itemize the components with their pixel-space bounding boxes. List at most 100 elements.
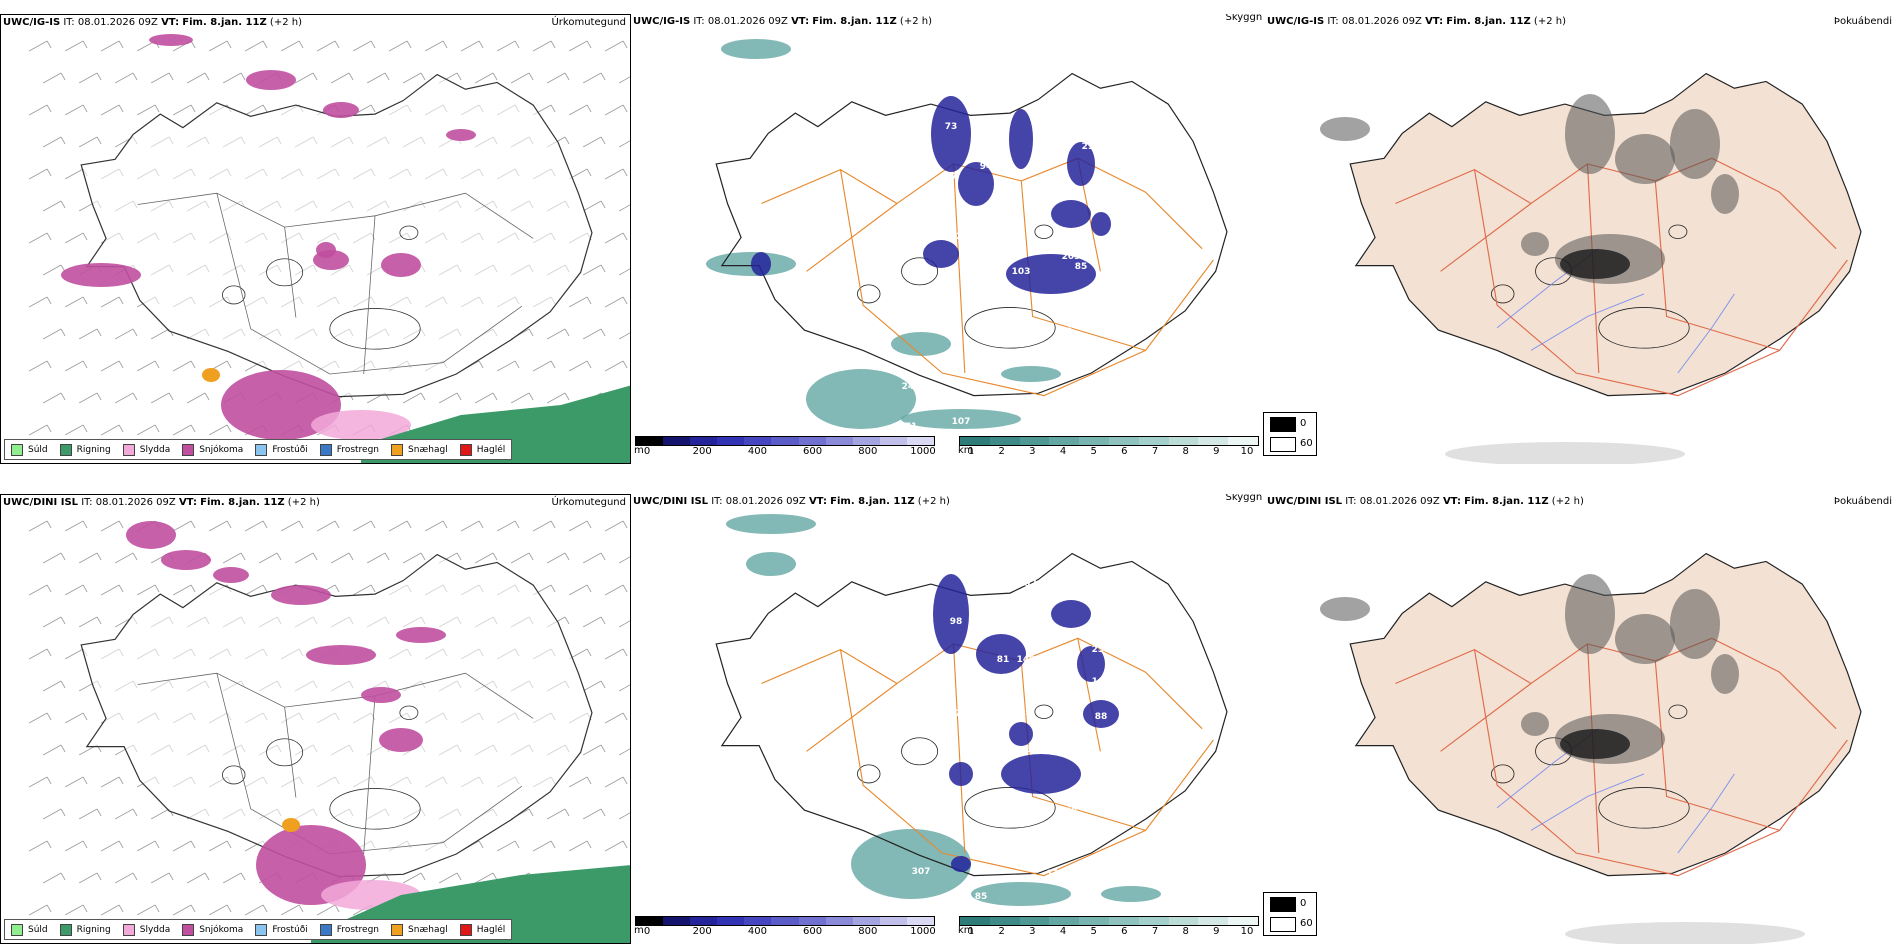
- colorbar-tick-label: 1: [967, 926, 975, 937]
- legend-item: Haglél: [459, 923, 505, 936]
- colorbar-step: [879, 437, 907, 445]
- legend-item: Haglél: [459, 443, 506, 456]
- visibility-value-label: 73: [945, 122, 958, 132]
- vt-value: Fim. 8.jan. 11Z: [1464, 496, 1549, 507]
- it-value: 08.01.2026 09Z: [95, 497, 176, 508]
- visibility-value-label: 123: [982, 237, 1001, 247]
- visibility-panel-2: UWC/DINI ISL IT: 08.01.2026 09Z VT: Fim.…: [631, 494, 1263, 944]
- legend-label: Rigning: [76, 924, 111, 935]
- colorbar-ticks: 0 200 400 600 800 1000: [635, 926, 936, 938]
- lead-time: (+2 h): [899, 16, 932, 27]
- visibility-value-label: 231: [1092, 645, 1111, 655]
- model-name: UWC/IG-IS: [3, 17, 61, 28]
- colorbar-step: [1049, 917, 1080, 925]
- colorbar-step: [690, 917, 718, 925]
- vt-value: Fim. 8.jan. 11Z: [182, 17, 267, 28]
- vt-value: Fim. 8.jan. 11Z: [830, 496, 915, 507]
- legend-swatch: [391, 443, 404, 456]
- cloud-legend-1: 0 60: [1263, 412, 1317, 456]
- colorbar-step: [1108, 437, 1139, 445]
- legend-item: Slydda: [122, 443, 170, 456]
- legend-item: Snæhagl: [391, 923, 448, 936]
- precip-legend: Súld Rigning Slydda Snjókoma Frostúði Frostre…: [4, 919, 513, 940]
- panel-header: UWC/IG-IS IT: 08.01.2026 09Z VT: Fim. 8.…: [3, 17, 302, 28]
- colorbar-unit: m: [634, 445, 644, 456]
- fog-map: [1320, 72, 1862, 464]
- colorbar-step: [717, 917, 745, 925]
- colorbar-tick-label: 800: [858, 446, 878, 457]
- colorbar-tick-label: 200: [692, 446, 712, 457]
- panel-header: UWC/IG-IS IT: 08.01.2026 09Z VT: Fim. 8.…: [633, 16, 932, 27]
- panel-title: Skyggni: [1225, 494, 1263, 503]
- legend-label: Snjókoma: [199, 924, 244, 935]
- colorbar-step: [825, 437, 853, 445]
- colorbar-tick-label: 3: [1029, 446, 1036, 457]
- visibility-scale-m: 0 200 400 600 800 1000 m: [634, 916, 936, 938]
- legend-swatch: [122, 923, 135, 936]
- legend-label: Rigning: [76, 444, 111, 455]
- it-label: IT:: [63, 17, 75, 28]
- visibility-value-label: 102: [944, 232, 963, 242]
- visibility-value-label: 118: [1012, 579, 1031, 589]
- colorbar-step: [1019, 437, 1050, 445]
- legend-label: Frostregn: [336, 444, 380, 455]
- legend-item: Súld: [11, 443, 48, 456]
- iceland-outline: [80, 553, 593, 878]
- cloud-legend-bottom: 60: [1300, 918, 1313, 929]
- colorbar-tick-label: 7: [1151, 926, 1159, 937]
- visibility-scale-km: 1 2 3 4 5 6 7 8 9 10 km: [958, 436, 1259, 458]
- legend-swatch: [255, 923, 268, 936]
- colorbar-step: [960, 437, 990, 445]
- legend-item: Snjókoma: [182, 923, 244, 936]
- it-value: 08.01.2026 09Z: [725, 496, 806, 507]
- visibility-value-label: 160: [1087, 632, 1106, 642]
- legend-swatch: [11, 923, 23, 936]
- precip-type-panel-1: UWC/IG-IS IT: 08.01.2026 09Z VT: Fim. 8.…: [0, 14, 631, 464]
- colorbar-step: [1019, 917, 1050, 925]
- precip-type-panel-2: UWC/DINI ISL IT: 08.01.2026 09Z VT: Fim.…: [0, 494, 631, 944]
- cloud-black-swatch: [1270, 417, 1296, 432]
- panel-title: Skyggni: [1225, 14, 1263, 23]
- legend-item: Frostúði: [255, 443, 308, 456]
- colorbar-tick-label: 5: [1090, 926, 1097, 937]
- legend-swatch: [459, 923, 472, 936]
- colorbar-tick-label: 3: [1029, 926, 1036, 937]
- colorbar-step: [906, 917, 935, 925]
- legend-swatch: [459, 443, 472, 456]
- visibility-value-label: 203: [1062, 252, 1081, 262]
- visibility-value-label: 107: [952, 417, 971, 427]
- colorbar-ticks: 1 2 3 4 5 6 7 8 9 10: [959, 926, 1259, 938]
- colorbar-tick-label: 10: [1240, 446, 1254, 457]
- colorbar-step: [1228, 437, 1258, 445]
- panel-header: UWC/IG-IS IT: 08.01.2026 09Z VT: Fim. 8.…: [1267, 16, 1566, 27]
- colorbar-tick-label: 800: [858, 926, 878, 937]
- cloud-white-swatch: [1270, 917, 1296, 932]
- visibility-value-label: 65: [1025, 689, 1038, 699]
- colorbar-tick-label: 8: [1182, 446, 1189, 457]
- visibility-value-label: 236: [1082, 752, 1101, 762]
- legend-item: Frostúði: [255, 923, 308, 936]
- colorbar-tick-label: 1000: [910, 446, 936, 457]
- legend-swatch: [391, 923, 404, 936]
- legend-swatch: [59, 923, 72, 936]
- visibility-value-label: 66: [1025, 745, 1038, 755]
- visibility-value-label: 81: [997, 655, 1010, 665]
- colorbar-unit: m: [634, 925, 644, 936]
- colorbar-step: [852, 917, 880, 925]
- colorbar-tick-label: 4: [1059, 446, 1067, 457]
- colorbar-tick-label: 600: [803, 446, 823, 457]
- colorbar-step: [636, 917, 664, 925]
- colorbar-step: [989, 917, 1020, 925]
- legend-label: Haglél: [476, 444, 506, 455]
- visibility-value-label: 85: [1075, 262, 1088, 272]
- cloud-legend-bottom: 60: [1300, 438, 1313, 449]
- colorbar-tick-label: 6: [1121, 926, 1128, 937]
- legend-label: Snjókoma: [199, 444, 244, 455]
- lead-time: (+2 h): [1533, 16, 1566, 27]
- colorbar-tick-label: 8: [1182, 926, 1189, 937]
- model-name: UWC/IG-IS: [633, 16, 691, 27]
- colorbar-tick-label: 600: [803, 926, 823, 937]
- legend-swatch: [11, 443, 23, 456]
- legend-item: Snjókoma: [182, 443, 244, 456]
- legend-label: Frostúði: [272, 924, 308, 935]
